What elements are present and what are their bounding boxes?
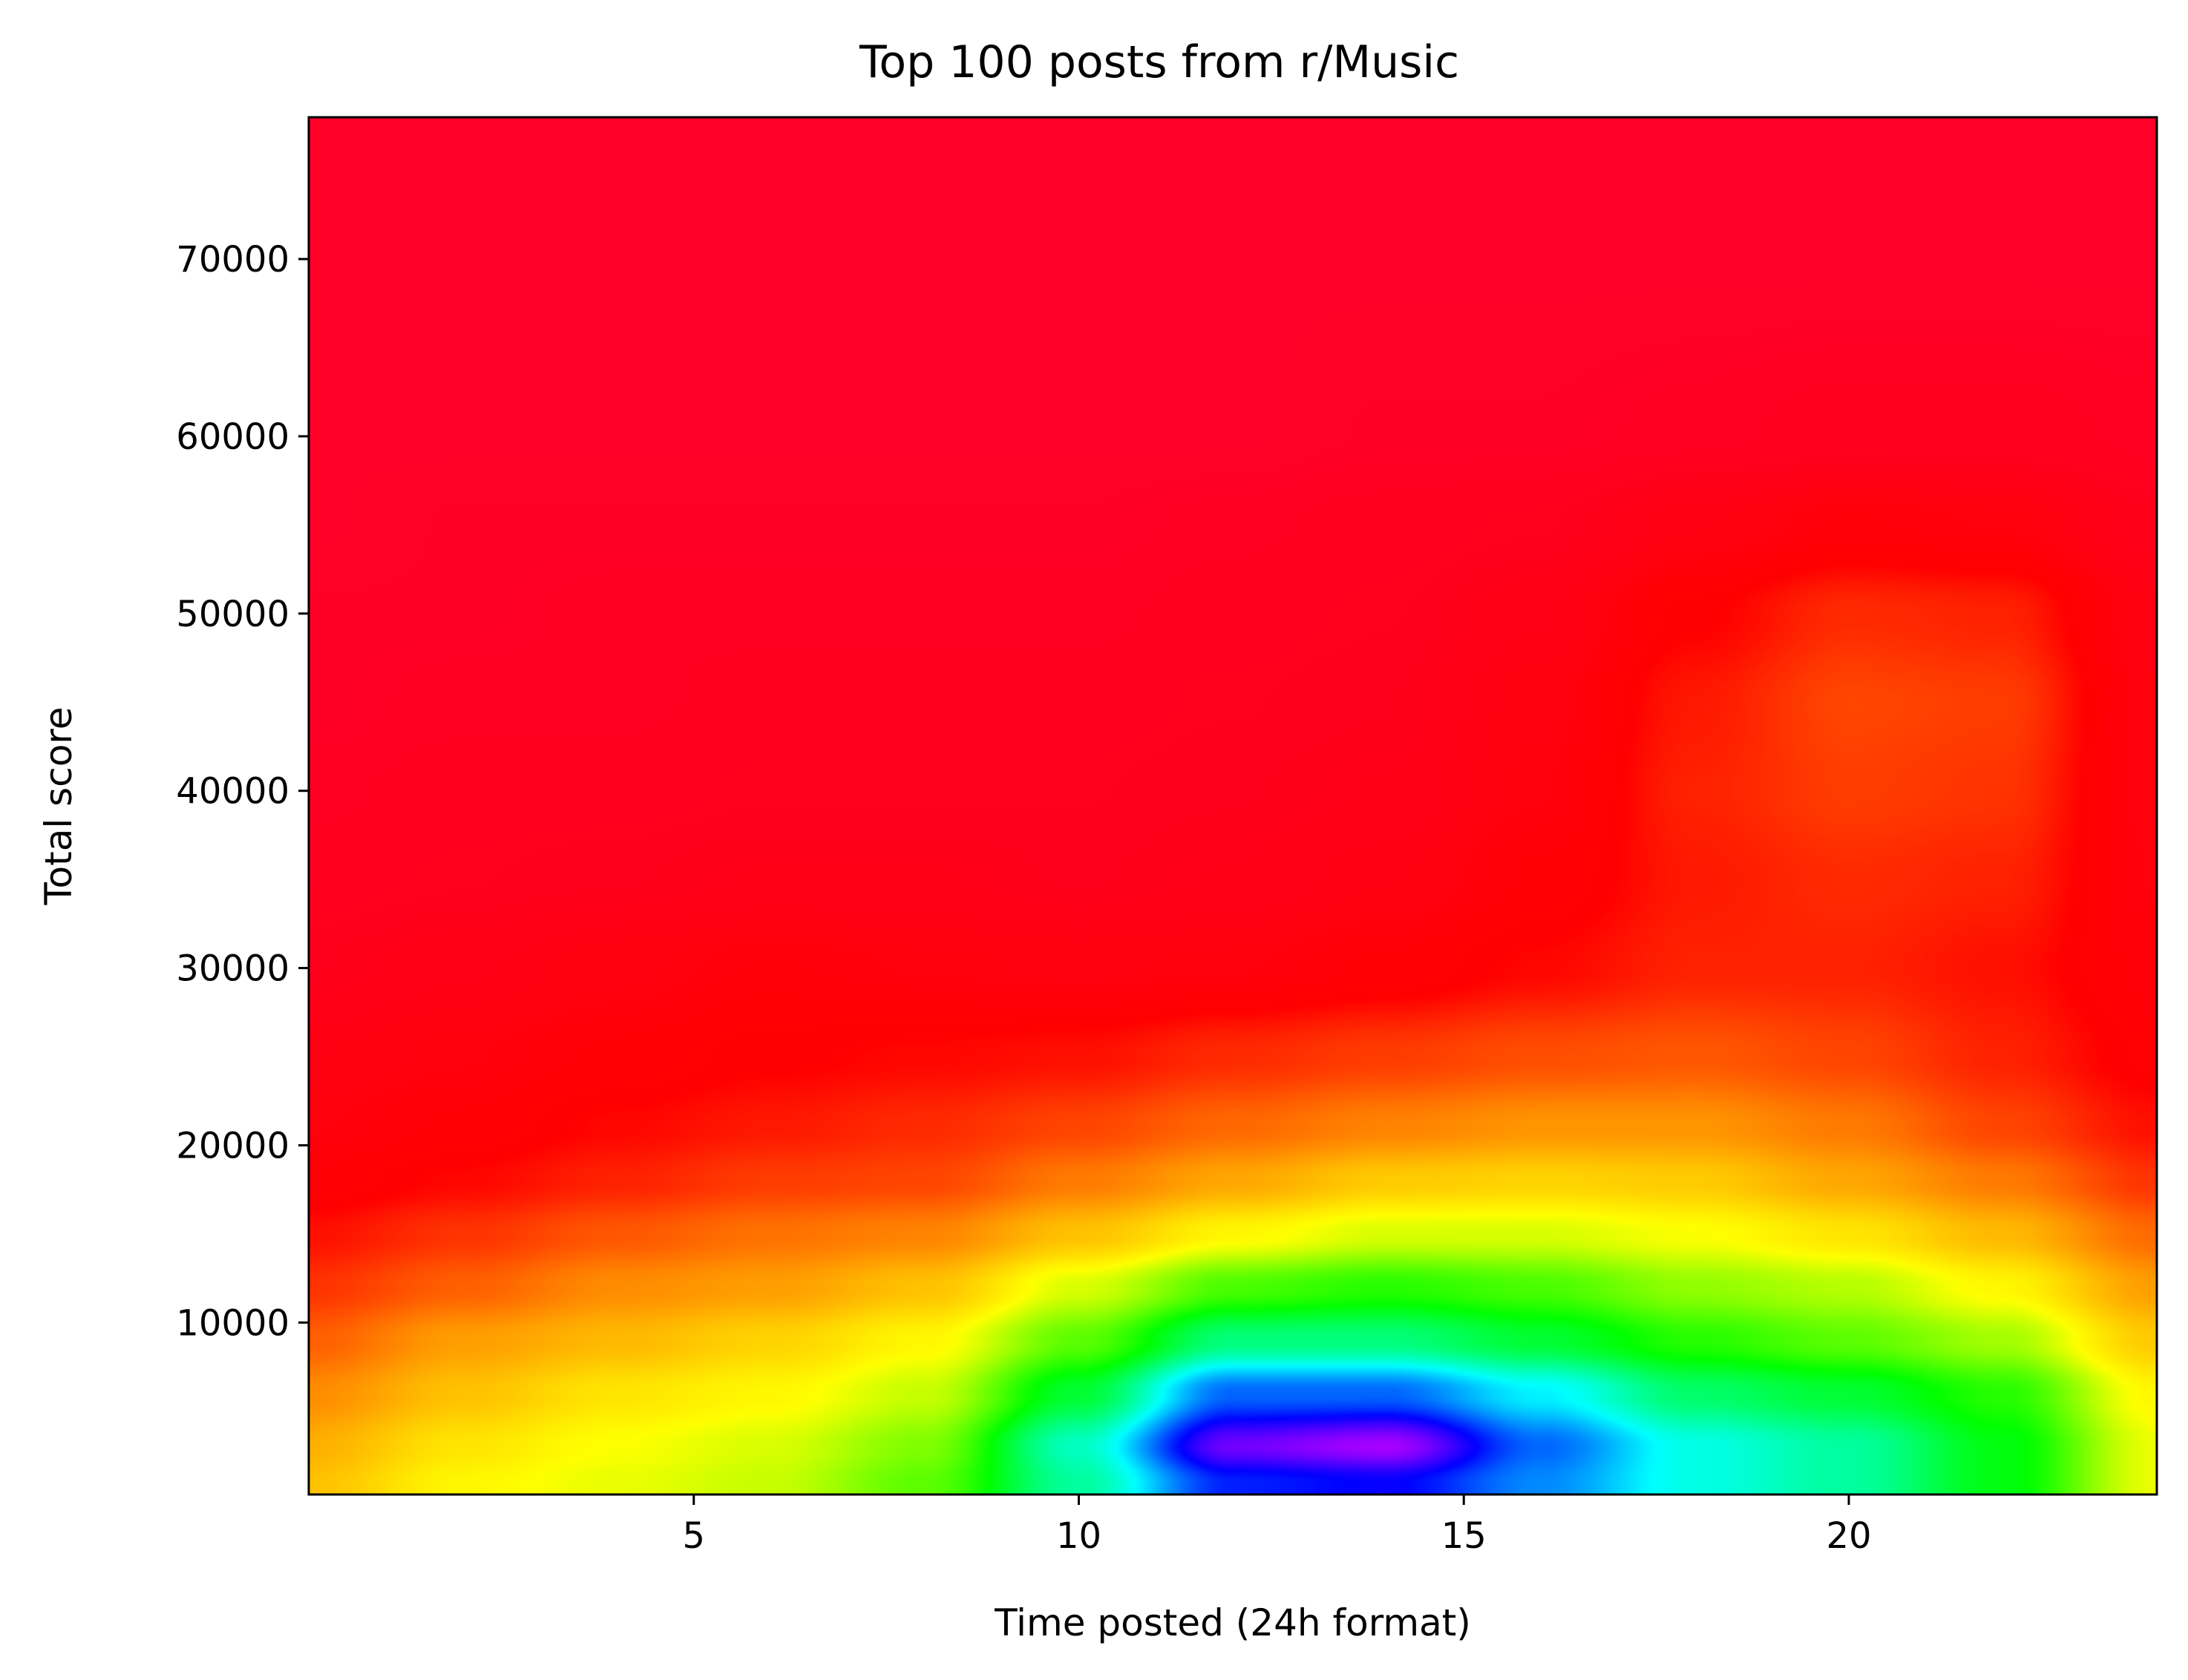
x-tick-label: 20 (1826, 1515, 1871, 1557)
x-tick-label: 15 (1441, 1515, 1487, 1557)
y-tick-label: 50000 (176, 594, 289, 635)
chart-title: Top 100 posts from r/Music (859, 36, 1459, 88)
y-tick-label: 40000 (176, 771, 289, 813)
y-axis-title: Total score (37, 706, 80, 905)
y-tick-label: 60000 (176, 416, 289, 458)
x-tick-label: 10 (1056, 1515, 1101, 1557)
density-heatmap (309, 117, 2157, 1494)
y-tick-label: 30000 (176, 948, 289, 990)
plot-area (307, 116, 2158, 1496)
y-tick-label: 10000 (176, 1302, 289, 1344)
y-axis-ticks: 10000 20000 30000 40000 50000 60000 70000 (176, 239, 309, 1344)
y-tick-label: 20000 (176, 1125, 289, 1167)
x-axis-title: Time posted (24h format) (994, 1601, 1471, 1644)
y-tick-label: 70000 (176, 239, 289, 280)
plot-frame (307, 116, 2158, 1496)
x-axis-ticks: 5 10 15 20 (682, 1494, 1872, 1557)
x-tick-label: 5 (682, 1515, 705, 1557)
